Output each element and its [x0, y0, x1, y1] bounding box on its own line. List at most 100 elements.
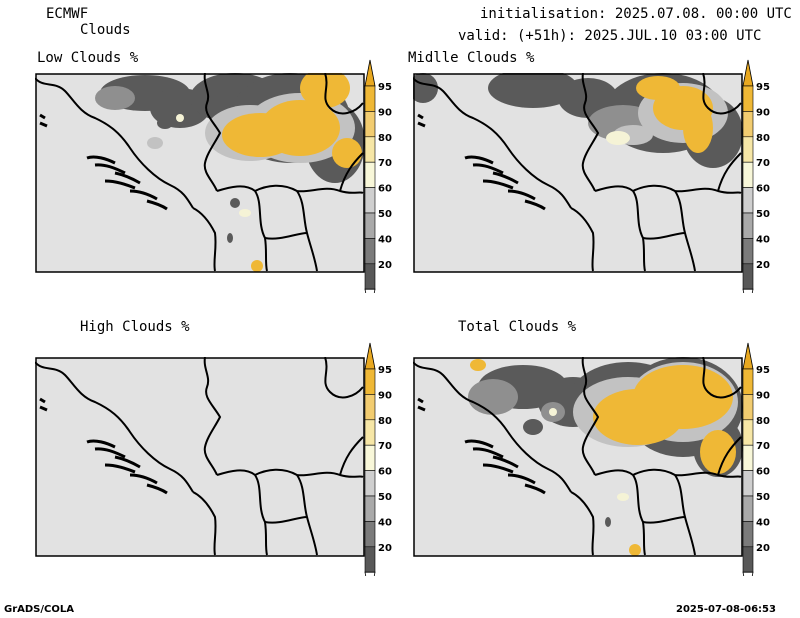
country-borders: [413, 357, 742, 556]
colorbar-segment: [364, 368, 376, 395]
cloud-patch: [633, 365, 733, 429]
colorbar-low: 95 90 80 70 60 50 40 20: [364, 59, 392, 293]
model-label: ECMWF: [46, 6, 89, 22]
colorbar-top-arrow: [742, 342, 754, 370]
colorbar-segment: [742, 546, 754, 573]
colorbar-top-arrow: [742, 59, 754, 87]
cloud-patch: [629, 544, 641, 556]
colorbar-total: 95 90 80 70 60 50 40 20: [742, 342, 770, 576]
colorbar-tick-label: 70: [378, 158, 392, 169]
colorbar-segment: [742, 111, 754, 138]
panel-title-low: Low Clouds %: [37, 50, 139, 66]
colorbar-bottom-arrow: [364, 571, 376, 576]
colorbar-tick-label: 50: [756, 209, 770, 220]
cloud-patch: [470, 359, 486, 371]
colorbar-top-arrow: [364, 59, 376, 87]
map-frame: [413, 357, 743, 557]
colorbar-segment: [742, 136, 754, 163]
colorbar-segment: [742, 444, 754, 471]
colorbar-bottom-arrow: [742, 288, 754, 293]
colorbar-segment: [364, 136, 376, 163]
colorbar-tick-label: 40: [756, 517, 770, 528]
colorbar-tick-label: 95: [756, 365, 770, 376]
colorbar-tick-label: 20: [378, 260, 392, 271]
colorbar-segment: [364, 212, 376, 239]
cloud-patch: [700, 430, 736, 474]
cloud-patch: [251, 260, 263, 272]
cloud-patch: [176, 114, 184, 122]
colorbar-segment: [364, 521, 376, 548]
colorbar-tick-label: 90: [756, 390, 770, 401]
colorbar-segment: [364, 161, 376, 188]
colorbar-middle: 95 90 80 70 60 50 40 20: [742, 59, 770, 293]
colorbar-tick-label: 40: [378, 517, 392, 528]
colorbar-segment: [742, 368, 754, 395]
colorbar-segment: [742, 495, 754, 522]
colorbar-segment: [742, 263, 754, 290]
product-label: Clouds: [80, 22, 131, 38]
cloud-field: [413, 73, 743, 168]
colorbar-tick-label: 95: [378, 82, 392, 93]
colorbar-tick-label: 80: [378, 133, 392, 144]
colorbar-segment: [364, 238, 376, 265]
high-clouds-map: [35, 357, 365, 557]
cloud-patch: [227, 233, 233, 243]
colorbar-segment: [742, 187, 754, 214]
colorbar-segment: [364, 419, 376, 446]
colorbar-segment: [742, 238, 754, 265]
colorbar-tick-label: 60: [756, 467, 770, 478]
middle-clouds-map: [413, 73, 743, 273]
colorbar-tick-label: 20: [756, 260, 770, 271]
land-background: [36, 358, 364, 556]
cloud-patch: [523, 419, 543, 435]
colorbar-tick-label: 20: [378, 543, 392, 554]
cloud-patch: [549, 408, 557, 416]
colorbar-segment: [742, 419, 754, 446]
colorbar-tick-label: 90: [378, 107, 392, 118]
cloud-patch: [606, 131, 630, 145]
cloud-patch: [605, 517, 611, 527]
colorbar-segment: [742, 212, 754, 239]
colorbar-tick-label: 70: [756, 158, 770, 169]
colorbar-segment: [742, 161, 754, 188]
colorbar-segment: [364, 444, 376, 471]
colorbar-segment: [364, 187, 376, 214]
panel-title-high: High Clouds %: [80, 319, 190, 335]
panel-title-total: Total Clouds %: [458, 319, 577, 335]
colorbar-segment: [742, 85, 754, 112]
cloud-patch: [413, 73, 438, 103]
total-clouds-map: [413, 357, 743, 557]
init-time: initialisation: 2025.07.08. 00:00 UTC: [480, 6, 792, 22]
colorbar-tick-label: 80: [756, 416, 770, 427]
cloud-patch: [157, 117, 173, 129]
colorbar-segment: [364, 546, 376, 573]
colorbar-tick-label: 80: [756, 133, 770, 144]
colorbar-tick-label: 50: [378, 492, 392, 503]
footer-software: GrADS/COLA: [4, 604, 74, 615]
map-frame: [35, 357, 365, 557]
colorbar-tick-label: 40: [378, 234, 392, 245]
colorbar-segment: [364, 85, 376, 112]
cloud-patch: [488, 73, 578, 108]
map-frame: [35, 73, 365, 273]
colorbar-tick-label: 60: [378, 184, 392, 195]
colorbar-segment: [742, 394, 754, 421]
footer-timestamp: 2025-07-08-06:53: [676, 604, 776, 615]
low-clouds-map: [35, 73, 365, 273]
country-borders: [35, 357, 364, 556]
colorbar-segment: [364, 263, 376, 290]
map-frame: [413, 73, 743, 273]
cloud-patch: [636, 76, 680, 100]
country-borders: [413, 73, 742, 272]
colorbar-segment: [364, 111, 376, 138]
cloud-field: [468, 357, 743, 556]
cloud-patch: [239, 209, 251, 217]
cloud-patch: [468, 379, 518, 415]
cloud-patch: [558, 78, 618, 118]
colorbar-bottom-arrow: [364, 288, 376, 293]
cloud-patch: [260, 100, 340, 156]
colorbar-segment: [742, 521, 754, 548]
colorbar-tick-label: 60: [756, 184, 770, 195]
colorbar-tick-label: 70: [756, 441, 770, 452]
cloud-patch: [683, 103, 713, 153]
